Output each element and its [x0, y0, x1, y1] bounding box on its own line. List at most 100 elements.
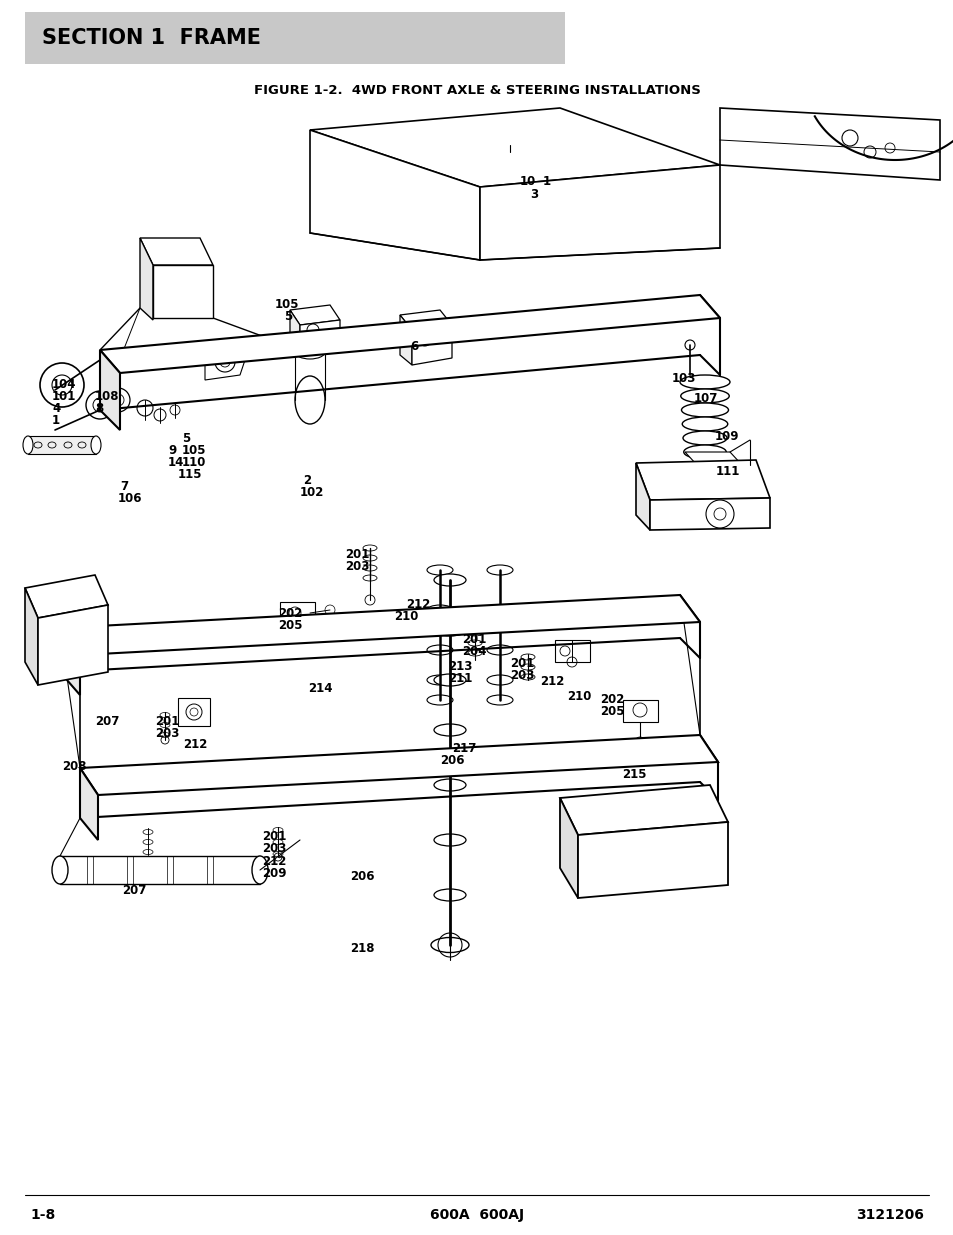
Text: 3: 3: [530, 188, 537, 201]
Polygon shape: [25, 576, 108, 618]
Polygon shape: [290, 310, 299, 354]
Text: 203: 203: [262, 842, 286, 855]
Bar: [635, 230, 659, 248]
Text: 201: 201: [461, 634, 486, 646]
Text: 206: 206: [439, 755, 464, 767]
Text: 205: 205: [277, 619, 302, 632]
Text: 211: 211: [448, 672, 472, 685]
Text: 218: 218: [350, 942, 375, 955]
Polygon shape: [720, 107, 939, 180]
Ellipse shape: [273, 851, 283, 857]
Ellipse shape: [680, 403, 728, 417]
Polygon shape: [412, 325, 452, 366]
Text: 201: 201: [262, 830, 286, 844]
Ellipse shape: [427, 695, 453, 705]
Ellipse shape: [520, 664, 535, 671]
Ellipse shape: [363, 555, 376, 561]
Text: 212: 212: [183, 739, 207, 751]
Text: 9: 9: [168, 445, 176, 457]
Text: 102: 102: [299, 487, 324, 499]
Ellipse shape: [23, 436, 33, 454]
Text: 201: 201: [510, 657, 534, 671]
Bar: [499, 152, 532, 164]
Ellipse shape: [680, 389, 728, 403]
Polygon shape: [578, 823, 727, 898]
Text: 108: 108: [95, 390, 119, 403]
Ellipse shape: [294, 375, 325, 424]
Text: 216: 216: [62, 598, 87, 611]
FancyBboxPatch shape: [25, 12, 564, 64]
Text: 212: 212: [406, 598, 430, 611]
Ellipse shape: [434, 574, 465, 585]
Ellipse shape: [431, 937, 469, 952]
Text: 203: 203: [510, 669, 534, 682]
Text: 208: 208: [62, 760, 87, 773]
Text: FIGURE 1-2.  4WD FRONT AXLE & STEERING INSTALLATIONS: FIGURE 1-2. 4WD FRONT AXLE & STEERING IN…: [253, 84, 700, 96]
Ellipse shape: [273, 827, 283, 832]
Polygon shape: [310, 107, 720, 186]
Text: 105: 105: [182, 445, 206, 457]
Text: 105: 105: [274, 298, 299, 311]
Ellipse shape: [434, 724, 465, 736]
Ellipse shape: [486, 676, 513, 685]
Bar: [127, 856, 132, 884]
Ellipse shape: [434, 624, 465, 636]
Text: 110: 110: [182, 456, 206, 469]
Bar: [622, 700, 658, 722]
Text: 203: 203: [345, 559, 369, 573]
Polygon shape: [80, 735, 718, 795]
Bar: [87, 856, 92, 884]
Bar: [60, 856, 260, 884]
Ellipse shape: [252, 856, 268, 884]
Text: 201: 201: [154, 715, 179, 727]
Text: 1: 1: [52, 414, 60, 427]
Ellipse shape: [427, 605, 453, 615]
Ellipse shape: [434, 674, 465, 685]
Polygon shape: [60, 629, 80, 695]
Polygon shape: [684, 452, 741, 466]
Polygon shape: [310, 130, 479, 261]
Polygon shape: [100, 295, 720, 373]
Ellipse shape: [427, 676, 453, 685]
Ellipse shape: [427, 645, 453, 655]
Text: 7: 7: [120, 480, 128, 493]
Text: 207: 207: [122, 884, 146, 897]
Text: 101: 101: [52, 390, 76, 403]
Polygon shape: [80, 768, 98, 840]
Text: 204: 204: [461, 645, 486, 658]
Bar: [178, 698, 210, 726]
Text: 203: 203: [154, 727, 179, 740]
Ellipse shape: [434, 939, 465, 951]
Text: 600A  600AJ: 600A 600AJ: [430, 1208, 523, 1221]
Text: 206: 206: [350, 869, 375, 883]
Polygon shape: [290, 305, 339, 325]
Ellipse shape: [434, 834, 465, 846]
Polygon shape: [38, 605, 108, 685]
Text: 106: 106: [118, 492, 142, 505]
Text: 107: 107: [693, 391, 718, 405]
Text: 14: 14: [168, 456, 184, 469]
Ellipse shape: [160, 722, 170, 727]
Polygon shape: [152, 266, 213, 317]
Text: 104: 104: [52, 378, 76, 391]
Circle shape: [684, 340, 695, 350]
Text: 6: 6: [148, 248, 156, 261]
Text: 103: 103: [671, 372, 696, 385]
Bar: [604, 175, 664, 233]
Text: 212: 212: [262, 855, 286, 868]
Ellipse shape: [143, 830, 152, 835]
Text: 4: 4: [52, 403, 60, 415]
Ellipse shape: [363, 576, 376, 580]
Text: 115: 115: [178, 468, 202, 480]
Ellipse shape: [427, 564, 453, 576]
Polygon shape: [299, 320, 339, 354]
Text: 212: 212: [539, 676, 564, 688]
Polygon shape: [636, 463, 649, 530]
Ellipse shape: [679, 375, 729, 389]
Polygon shape: [399, 310, 452, 330]
Ellipse shape: [434, 889, 465, 902]
Ellipse shape: [273, 840, 283, 845]
Text: 210: 210: [566, 690, 591, 703]
Bar: [28, 436, 96, 454]
Ellipse shape: [468, 630, 481, 636]
